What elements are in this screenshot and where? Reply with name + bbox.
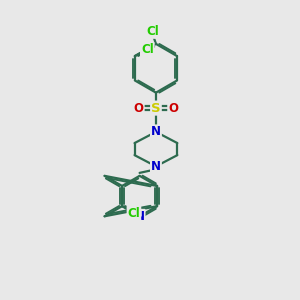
Text: Cl: Cl <box>146 25 159 38</box>
Text: S: S <box>151 102 161 115</box>
Text: O: O <box>134 102 144 115</box>
Text: Cl: Cl <box>141 43 154 56</box>
Text: Cl: Cl <box>128 206 140 220</box>
Text: N: N <box>151 160 161 173</box>
Text: N: N <box>151 125 161 138</box>
Text: N: N <box>135 210 145 223</box>
Text: O: O <box>168 102 178 115</box>
